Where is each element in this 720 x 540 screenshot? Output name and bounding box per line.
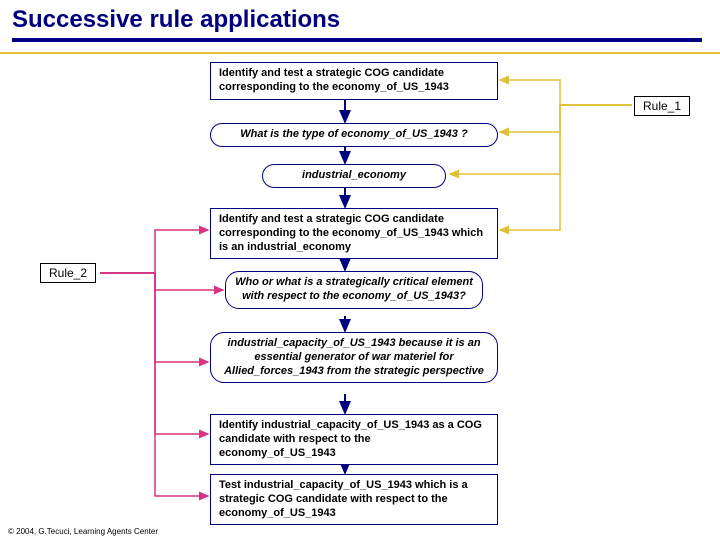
box-identify-test-1: Identify and test a strategic COG candid…: [210, 62, 498, 100]
footer-copyright: © 2004, G.Tecuci, Learning Agents Center: [8, 527, 158, 536]
yellow-line: [0, 52, 720, 54]
box-industrial-economy: industrial_economy: [262, 164, 446, 188]
box-identify-test-2: Identify and test a strategic COG candid…: [210, 208, 498, 259]
rule-1-label: Rule_1: [634, 96, 690, 116]
box-identify-capacity: Identify industrial_capacity_of_US_1943 …: [210, 414, 498, 465]
box-question-critical: Who or what is a strategically critical …: [225, 271, 483, 309]
box-test-capacity: Test industrial_capacity_of_US_1943 whic…: [210, 474, 498, 525]
slide-title: Successive rule applications: [12, 6, 340, 34]
title-underline: [12, 38, 702, 42]
box-answer-capacity: industrial_capacity_of_US_1943 because i…: [210, 332, 498, 383]
rule-2-label: Rule_2: [40, 263, 96, 283]
box-question-type: What is the type of economy_of_US_1943 ?: [210, 123, 498, 147]
